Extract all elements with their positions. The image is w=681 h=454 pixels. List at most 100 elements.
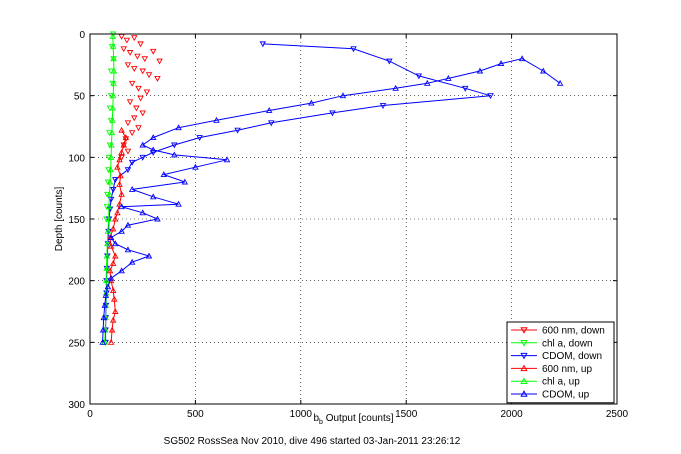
data-point [108, 326, 116, 333]
data-point [171, 151, 178, 158]
data-point [110, 67, 118, 74]
series-line [102, 58, 561, 343]
data-point [154, 75, 161, 82]
series-line [109, 129, 127, 343]
data-point [109, 225, 117, 232]
series-5 [99, 55, 564, 345]
data-point [139, 68, 146, 75]
data-point [109, 287, 117, 293]
data-point [149, 193, 157, 200]
data-point [141, 56, 149, 63]
data-point [259, 41, 267, 48]
data-point [106, 190, 113, 197]
data-point [145, 252, 153, 259]
data-point [108, 129, 116, 136]
data-point [415, 73, 423, 80]
data-point [126, 50, 134, 56]
data-point [134, 53, 141, 60]
data-point [175, 200, 182, 207]
data-point [118, 227, 125, 234]
data-point [109, 33, 117, 39]
data-point [181, 178, 189, 185]
data-point [518, 55, 526, 62]
data-point [329, 110, 336, 117]
x-tick-label: 2500 [606, 409, 629, 420]
data-point [124, 221, 132, 228]
data-point [156, 58, 163, 65]
data-point [131, 66, 138, 72]
data-point [109, 42, 117, 49]
data-point [154, 215, 161, 222]
x-tick-label: 1000 [290, 409, 313, 420]
ticks: 0 500 1000 1500 2000 2500 0 50 100 150 200 250 300 [68, 30, 628, 420]
x-tick-label: 0 [87, 409, 93, 420]
data-point [445, 74, 452, 81]
data-point [112, 252, 119, 259]
data-point [139, 141, 146, 148]
data-point [123, 37, 131, 44]
data-point [124, 148, 132, 155]
data-point [386, 58, 393, 65]
x-axis-label-rest: Output [counts] [323, 413, 394, 424]
legend-label: 600 nm, down [542, 326, 605, 337]
data-point [139, 209, 146, 216]
data-point [122, 134, 130, 141]
data-point [143, 89, 151, 96]
data-point [234, 127, 241, 134]
data-point [192, 163, 199, 170]
data-point [145, 72, 153, 79]
data-point [116, 181, 123, 187]
data-point [223, 156, 231, 163]
data-point [118, 203, 125, 210]
data-point [149, 146, 157, 153]
legend-label: chl a, down [542, 338, 593, 349]
data-point [101, 301, 109, 308]
data-point [107, 234, 115, 240]
data-point [107, 93, 115, 100]
data-point [104, 283, 112, 290]
data-point [107, 196, 115, 203]
data-point [104, 179, 112, 186]
data-point [350, 46, 357, 53]
data-point [118, 190, 125, 197]
data-point [131, 35, 138, 42]
data-point [107, 153, 115, 160]
data-point [110, 55, 117, 62]
data-point [124, 167, 132, 174]
data-point [424, 79, 431, 86]
y-tick-label: 300 [68, 400, 85, 411]
data-point [139, 110, 146, 117]
data-point [124, 62, 132, 69]
data-point [114, 209, 121, 216]
data-point [137, 95, 144, 102]
data-point [109, 104, 117, 111]
data-point [118, 267, 125, 274]
data-point [133, 105, 140, 112]
data-point [116, 200, 123, 207]
data-point [128, 258, 136, 265]
data-point [114, 163, 121, 170]
data-point [196, 135, 203, 142]
data-point [112, 177, 119, 183]
data-point [106, 178, 114, 185]
data-point [539, 67, 547, 74]
data-point [149, 134, 157, 141]
data-point [128, 159, 136, 166]
y-tick-label: 0 [79, 30, 85, 41]
data-point [104, 240, 111, 247]
x-axis-label: bb Output [counts] [313, 413, 393, 426]
data-point [109, 316, 117, 323]
data-point [105, 154, 113, 161]
data-point [104, 227, 112, 234]
data-point [160, 171, 168, 178]
y-tick-label: 250 [68, 338, 85, 349]
y-axis-label: Depth [counts] [54, 187, 65, 252]
data-point [126, 99, 134, 106]
data-point [171, 142, 178, 149]
legend-label: chl a, up [542, 377, 580, 388]
data-point [105, 203, 113, 210]
data-point [109, 92, 117, 99]
data-point [118, 34, 125, 40]
